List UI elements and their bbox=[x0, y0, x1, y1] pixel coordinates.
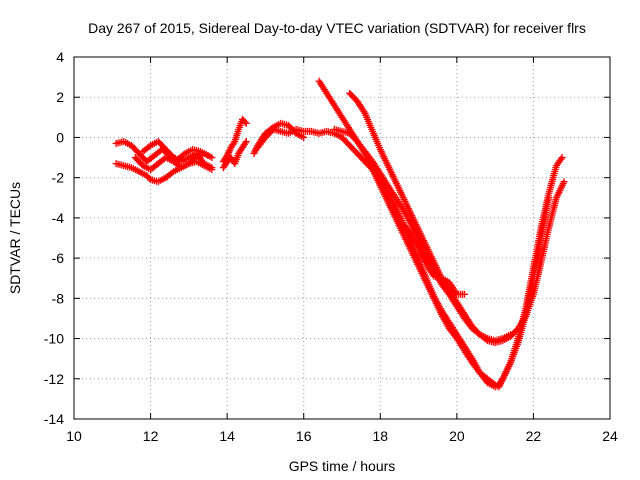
data-point bbox=[557, 155, 565, 163]
data-point bbox=[251, 148, 259, 156]
y-tick-label: -14 bbox=[44, 411, 64, 427]
x-tick-label: 20 bbox=[449, 428, 465, 444]
y-tick-label: -10 bbox=[44, 331, 64, 347]
grid-lines bbox=[74, 57, 610, 419]
x-tick-label: 18 bbox=[372, 428, 388, 444]
x-tick-label: 24 bbox=[602, 428, 618, 444]
data-point bbox=[461, 290, 469, 298]
x-tick-label: 16 bbox=[296, 428, 312, 444]
x-tick-label: 12 bbox=[143, 428, 159, 444]
data-point bbox=[225, 148, 233, 156]
y-tick-label: -6 bbox=[52, 250, 65, 266]
data-point bbox=[242, 119, 250, 127]
data-point bbox=[496, 381, 504, 389]
data-point bbox=[560, 178, 568, 186]
data-point bbox=[241, 118, 249, 126]
series-arc-11 bbox=[330, 125, 514, 345]
data-point bbox=[497, 380, 505, 388]
y-tick-label: 4 bbox=[56, 49, 64, 65]
series-arc-6 bbox=[219, 137, 250, 172]
data-point bbox=[242, 137, 250, 145]
series-arc-12 bbox=[399, 220, 469, 298]
data-point bbox=[208, 164, 216, 172]
data-point bbox=[497, 378, 505, 386]
x-tick-label: 10 bbox=[66, 428, 82, 444]
y-tick-label: 0 bbox=[56, 129, 64, 145]
data-point bbox=[225, 147, 233, 155]
data-point bbox=[241, 139, 249, 147]
y-tick-label: -8 bbox=[52, 290, 65, 306]
y-tick-label: -2 bbox=[52, 170, 65, 186]
data-point bbox=[230, 139, 238, 147]
data-point bbox=[498, 376, 506, 384]
y-tick-label: -12 bbox=[44, 371, 64, 387]
x-tick-label: 14 bbox=[219, 428, 235, 444]
x-axis-label: GPS time / hours bbox=[289, 458, 396, 474]
y-tick-label: 2 bbox=[56, 89, 64, 105]
series-arc-10 bbox=[346, 89, 568, 347]
data-point bbox=[208, 154, 216, 162]
data-point bbox=[224, 150, 232, 158]
x-tick-label: 22 bbox=[526, 428, 542, 444]
data-point bbox=[300, 133, 308, 141]
data-point bbox=[558, 154, 566, 162]
y-tick-label: -4 bbox=[52, 210, 65, 226]
series-arc-7 bbox=[250, 119, 308, 158]
chart-title: Day 267 of 2015, Sidereal Day-to-day VTE… bbox=[88, 20, 586, 36]
data-series bbox=[112, 77, 568, 391]
data-point bbox=[495, 383, 503, 391]
data-point bbox=[250, 150, 258, 158]
y-axis-label: SDTVAR / TECUs bbox=[7, 182, 23, 294]
series-arc-4 bbox=[139, 137, 216, 172]
series-arc-9 bbox=[315, 77, 566, 391]
data-point bbox=[506, 331, 514, 339]
series-arc-5 bbox=[219, 115, 250, 166]
plot-frame bbox=[73, 56, 611, 420]
